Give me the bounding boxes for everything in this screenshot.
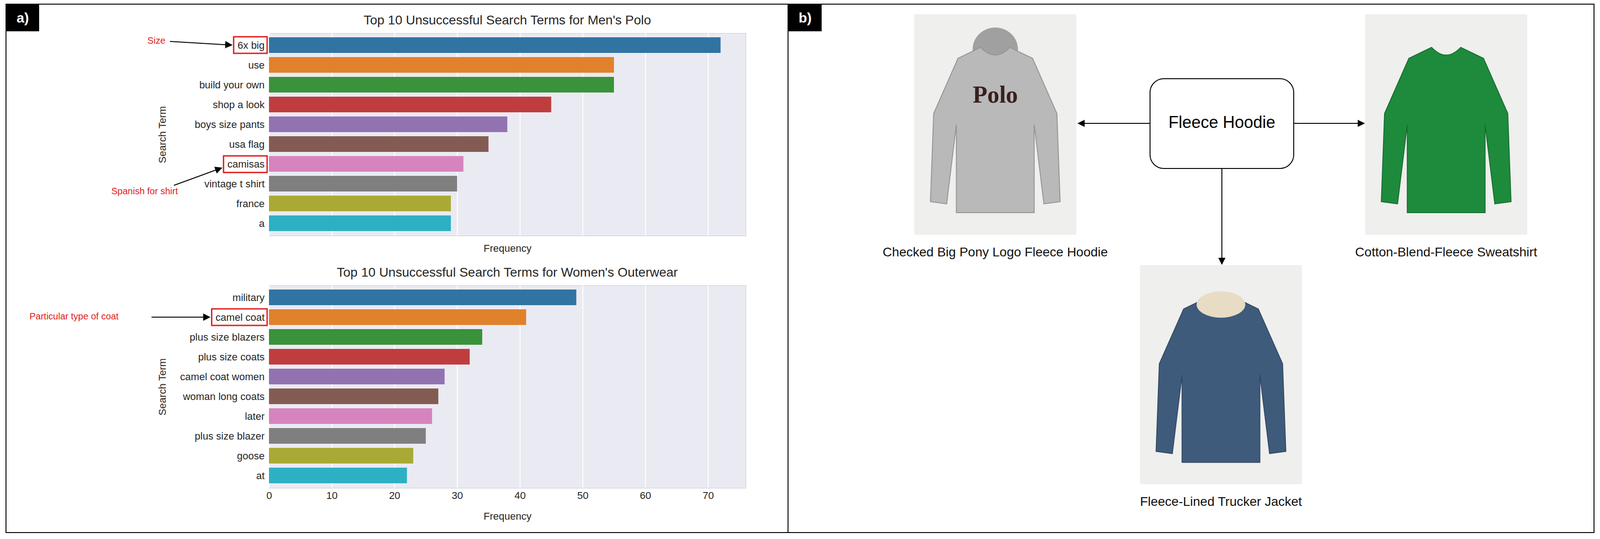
svg-text:Cotton-Blend-Fleece Sweatshirt: Cotton-Blend-Fleece Sweatshirt [1354, 245, 1538, 260]
svg-text:70: 70 [702, 490, 714, 502]
svg-text:shop a look: shop a look [212, 99, 266, 111]
svg-text:plus size coats: plus size coats [198, 351, 265, 363]
svg-text:60: 60 [639, 490, 651, 502]
svg-text:Particular type of coat: Particular type of coat [29, 311, 119, 322]
svg-text:france: france [236, 198, 265, 210]
html-text:b): b) [798, 10, 812, 26]
svg-text:a: a [258, 217, 265, 230]
svg-text:plus size blazer: plus size blazer [194, 430, 265, 443]
svg-text:woman long coats: woman long coats [182, 391, 265, 403]
svg-text:10: 10 [326, 490, 338, 502]
svg-text:Polo: Polo [972, 81, 1018, 108]
svg-text:goose: goose [237, 450, 265, 462]
html-text:Top 10 Unsuccessful Search Ter: Top 10 Unsuccessful Search Terms for Men… [363, 12, 652, 28]
html-text:a): a) [16, 10, 29, 26]
svg-text:50: 50 [577, 490, 589, 502]
svg-text:6x big: 6x big [237, 39, 265, 52]
svg-text:vintage t shirt: vintage t shirt [204, 178, 265, 190]
svg-text:use: use [248, 59, 265, 71]
svg-text:Spanish for shirt: Spanish for shirt [111, 186, 179, 197]
svg-text:Frequency: Frequency [483, 242, 532, 255]
svg-text:camel coat: camel coat [215, 311, 265, 324]
svg-text:30: 30 [451, 490, 463, 502]
svg-text:military: military [232, 291, 265, 304]
svg-text:Search Term: Search Term [156, 358, 169, 416]
svg-text:40: 40 [514, 490, 526, 502]
svg-text:camel coat women: camel coat women [180, 371, 265, 383]
svg-text:Search Term: Search Term [156, 105, 169, 164]
svg-text:20: 20 [389, 490, 401, 502]
svg-text:Fleece-Lined Trucker Jacket: Fleece-Lined Trucker Jacket [1139, 494, 1303, 509]
svg-text:usa flag: usa flag [228, 138, 265, 151]
svg-text:0: 0 [266, 490, 272, 502]
svg-text:plus size blazers: plus size blazers [189, 331, 265, 344]
svg-text:later: later [245, 410, 265, 423]
svg-text:at: at [256, 470, 265, 482]
svg-text:Checked Big Pony Logo Fleece H: Checked Big Pony Logo Fleece Hoodie [882, 245, 1109, 260]
svg-text:build your own: build your own [199, 79, 265, 91]
html-text:Top 10 Unsuccessful Search Ter: Top 10 Unsuccessful Search Terms for Wom… [336, 265, 678, 280]
svg-text:Size: Size [147, 35, 166, 46]
svg-text:Frequency: Frequency [483, 510, 532, 523]
svg-text:Fleece Hoodie: Fleece Hoodie [1168, 112, 1276, 132]
svg-text:camisas: camisas [227, 158, 265, 170]
svg-text:boys size pants: boys size pants [194, 118, 265, 131]
